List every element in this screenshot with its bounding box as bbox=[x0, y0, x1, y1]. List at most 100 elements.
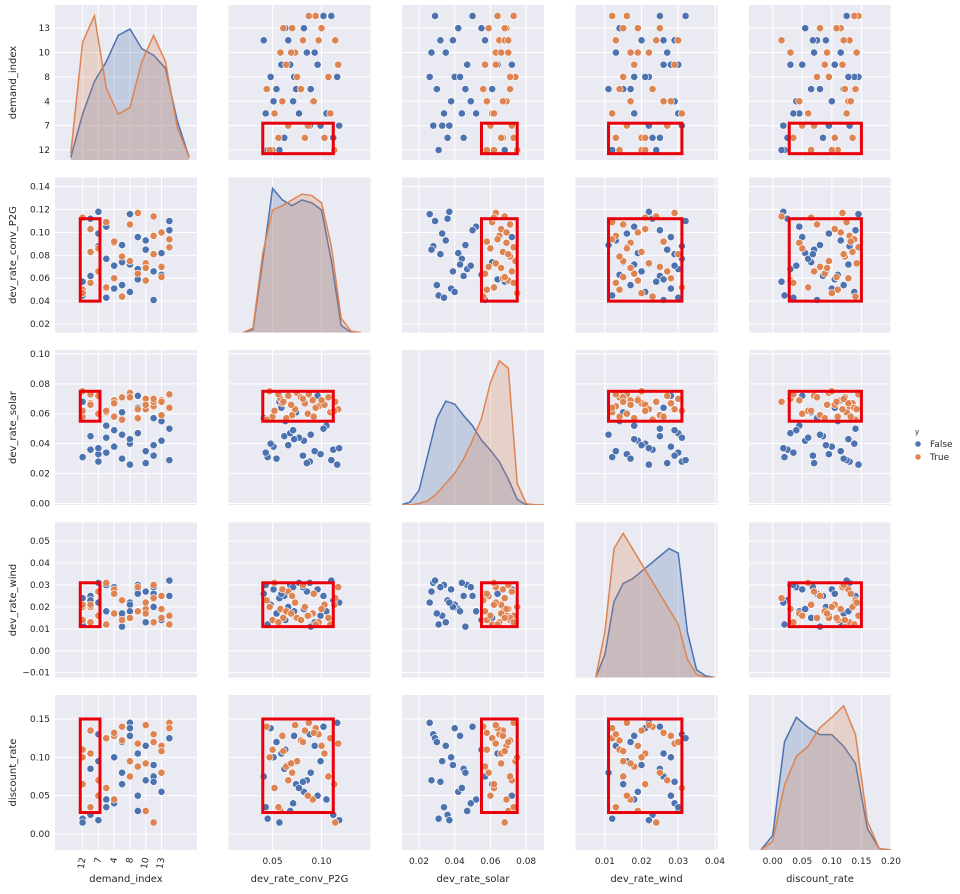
y-tick-label: 0.03 bbox=[30, 581, 50, 591]
scatter-point bbox=[780, 620, 789, 629]
scatter-point bbox=[827, 97, 836, 106]
scatter-point bbox=[644, 48, 653, 57]
scatter-point bbox=[326, 109, 335, 118]
scatter-point bbox=[622, 409, 631, 418]
scatter-point bbox=[836, 236, 845, 245]
scatter-point bbox=[457, 578, 466, 587]
scatter-point bbox=[832, 397, 841, 406]
scatter-point bbox=[314, 36, 323, 45]
scatter-point bbox=[320, 133, 329, 142]
scatter-point bbox=[630, 222, 639, 231]
scatter-point bbox=[86, 400, 95, 409]
scatter-point bbox=[118, 430, 126, 439]
scatter-point bbox=[604, 430, 613, 439]
scatter-point bbox=[659, 412, 668, 421]
scatter-point bbox=[502, 605, 511, 613]
panel bbox=[575, 5, 718, 160]
scatter-point bbox=[789, 109, 798, 118]
panel bbox=[749, 522, 891, 678]
x-tick-label: 8 bbox=[125, 857, 136, 865]
scatter-point bbox=[324, 613, 333, 622]
scatter-point bbox=[445, 121, 454, 130]
scatter-point bbox=[633, 228, 642, 237]
scatter-point bbox=[777, 397, 786, 406]
scatter-point bbox=[447, 97, 456, 106]
scatter-point bbox=[333, 72, 342, 81]
scatter-point bbox=[157, 605, 166, 613]
scatter-point bbox=[266, 72, 275, 81]
scatter-point bbox=[86, 225, 95, 233]
scatter-point bbox=[663, 391, 672, 400]
scatter-point bbox=[678, 433, 686, 442]
scatter-point bbox=[807, 85, 816, 93]
scatter-point bbox=[622, 791, 631, 800]
scatter-point bbox=[611, 803, 620, 812]
scatter-point bbox=[102, 784, 111, 792]
scatter-point bbox=[619, 747, 628, 756]
scatter-point bbox=[133, 391, 142, 400]
scatter-point bbox=[655, 432, 664, 441]
scatter-point bbox=[141, 721, 150, 730]
scatter-point bbox=[165, 456, 174, 465]
scatter-point bbox=[133, 583, 142, 592]
scatter-point bbox=[466, 583, 475, 592]
scatter-point bbox=[846, 412, 855, 421]
scatter-point bbox=[320, 749, 329, 758]
y-tick-label: 0.06 bbox=[30, 410, 50, 420]
panel-background bbox=[402, 5, 544, 160]
scatter-point bbox=[663, 267, 672, 276]
scatter-point bbox=[118, 768, 126, 777]
scatter-point bbox=[441, 48, 450, 57]
scatter-point bbox=[648, 85, 657, 93]
y-tick-label: 7 bbox=[44, 122, 50, 132]
scatter-point bbox=[468, 722, 477, 731]
panel-background bbox=[228, 695, 371, 850]
scatter-point bbox=[102, 283, 111, 292]
scatter-point bbox=[279, 24, 288, 33]
scatter-point bbox=[149, 451, 158, 460]
scatter-point bbox=[316, 450, 325, 459]
scatter-point bbox=[844, 435, 853, 444]
scatter-point bbox=[667, 731, 675, 740]
scatter-point bbox=[317, 605, 326, 613]
scatter-point bbox=[334, 739, 343, 748]
scatter-point bbox=[149, 581, 158, 589]
scatter-point bbox=[780, 291, 789, 300]
scatter-point bbox=[852, 48, 861, 57]
scatter-point bbox=[149, 394, 158, 403]
scatter-point bbox=[630, 109, 639, 118]
scatter-point bbox=[299, 777, 307, 786]
y-axis-label: dev_rate_conv_P2G bbox=[8, 206, 19, 304]
scatter-point bbox=[275, 818, 284, 827]
y-tick-label: 0.04 bbox=[30, 297, 50, 307]
scatter-point bbox=[655, 24, 664, 33]
scatter-point bbox=[133, 807, 142, 815]
scatter-point bbox=[644, 816, 653, 825]
scatter-point bbox=[497, 759, 506, 768]
y-tick-label: 8 bbox=[44, 73, 50, 83]
scatter-point bbox=[822, 36, 830, 45]
scatter-point bbox=[263, 814, 272, 823]
scatter-point bbox=[506, 85, 514, 93]
highlight-box bbox=[479, 717, 519, 815]
highlight-box bbox=[787, 217, 863, 303]
scatter-point bbox=[801, 24, 810, 33]
panel bbox=[749, 5, 891, 160]
scatter-point bbox=[293, 72, 301, 81]
scatter-point bbox=[779, 444, 788, 453]
scatter-point bbox=[619, 772, 628, 781]
scatter-point bbox=[678, 109, 686, 118]
x-tick-label: 0.05 bbox=[792, 857, 812, 867]
scatter-point bbox=[824, 450, 833, 459]
scatter-point bbox=[655, 12, 664, 20]
highlight-box bbox=[479, 217, 519, 303]
scatter-point bbox=[497, 264, 506, 272]
scatter-point bbox=[157, 397, 166, 406]
scatter-point bbox=[102, 406, 111, 415]
scatter-point bbox=[310, 48, 319, 57]
scatter-point bbox=[165, 235, 174, 244]
scatter-point bbox=[427, 245, 436, 254]
scatter-point bbox=[816, 24, 824, 33]
scatter-point bbox=[810, 587, 818, 596]
scatter-point bbox=[165, 217, 174, 225]
